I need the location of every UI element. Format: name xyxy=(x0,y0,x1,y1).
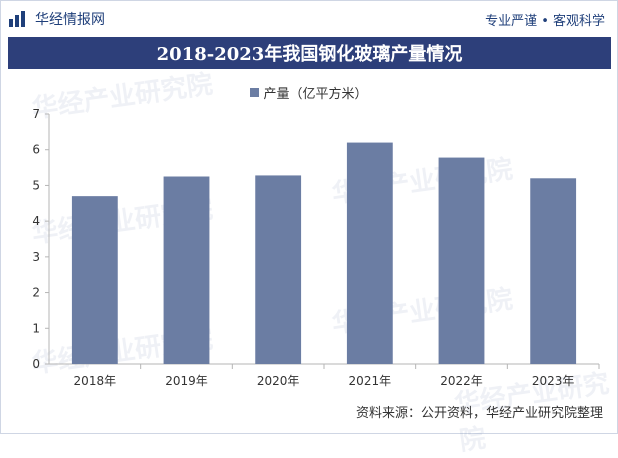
x-tick-label: 2023年 xyxy=(532,374,575,388)
x-tick-label: 2019年 xyxy=(165,374,208,388)
bar xyxy=(438,157,485,364)
legend-swatch xyxy=(250,88,260,97)
x-tick-label: 2021年 xyxy=(349,374,392,388)
bar xyxy=(255,175,302,364)
y-tick-label: 3 xyxy=(32,250,40,264)
x-tick-label: 2018年 xyxy=(74,374,117,388)
brand: 华经情报网 xyxy=(9,9,105,29)
brand-name: 华经情报网 xyxy=(35,12,105,28)
bar xyxy=(346,142,393,364)
slogan: 专业严谨 • 客观科学 xyxy=(485,14,605,29)
x-tick-label: 2022年 xyxy=(440,374,483,388)
y-tick-label: 2 xyxy=(32,286,40,300)
y-tick-label: 4 xyxy=(32,214,40,228)
bar xyxy=(163,176,210,364)
y-tick-label: 1 xyxy=(32,321,40,335)
y-tick-label: 0 xyxy=(32,357,40,371)
source-note: 资料来源：公开资料，华经产业研究院整理 xyxy=(355,406,603,421)
bar-chart: 0 1 2 3 4 5 6 7 2018年 2019年 2020年 2021年 2022年 2023年 xyxy=(32,107,600,388)
y-tick-label: 6 xyxy=(32,143,40,157)
y-tick-label: 5 xyxy=(32,178,40,192)
brand-logo-icon xyxy=(9,11,29,27)
bar xyxy=(71,196,118,364)
chart-title: 2018-2023年我国钢化玻璃产量情况 xyxy=(8,37,611,69)
legend-label: 产量（亿平方米） xyxy=(263,87,368,102)
y-tick-label: 7 xyxy=(32,107,40,121)
x-tick-label: 2020年 xyxy=(257,374,300,388)
legend: 产量（亿平方米） xyxy=(1,83,617,102)
top-bar: 华经情报网 专业严谨 • 客观科学 xyxy=(1,1,617,31)
bar xyxy=(530,178,577,364)
